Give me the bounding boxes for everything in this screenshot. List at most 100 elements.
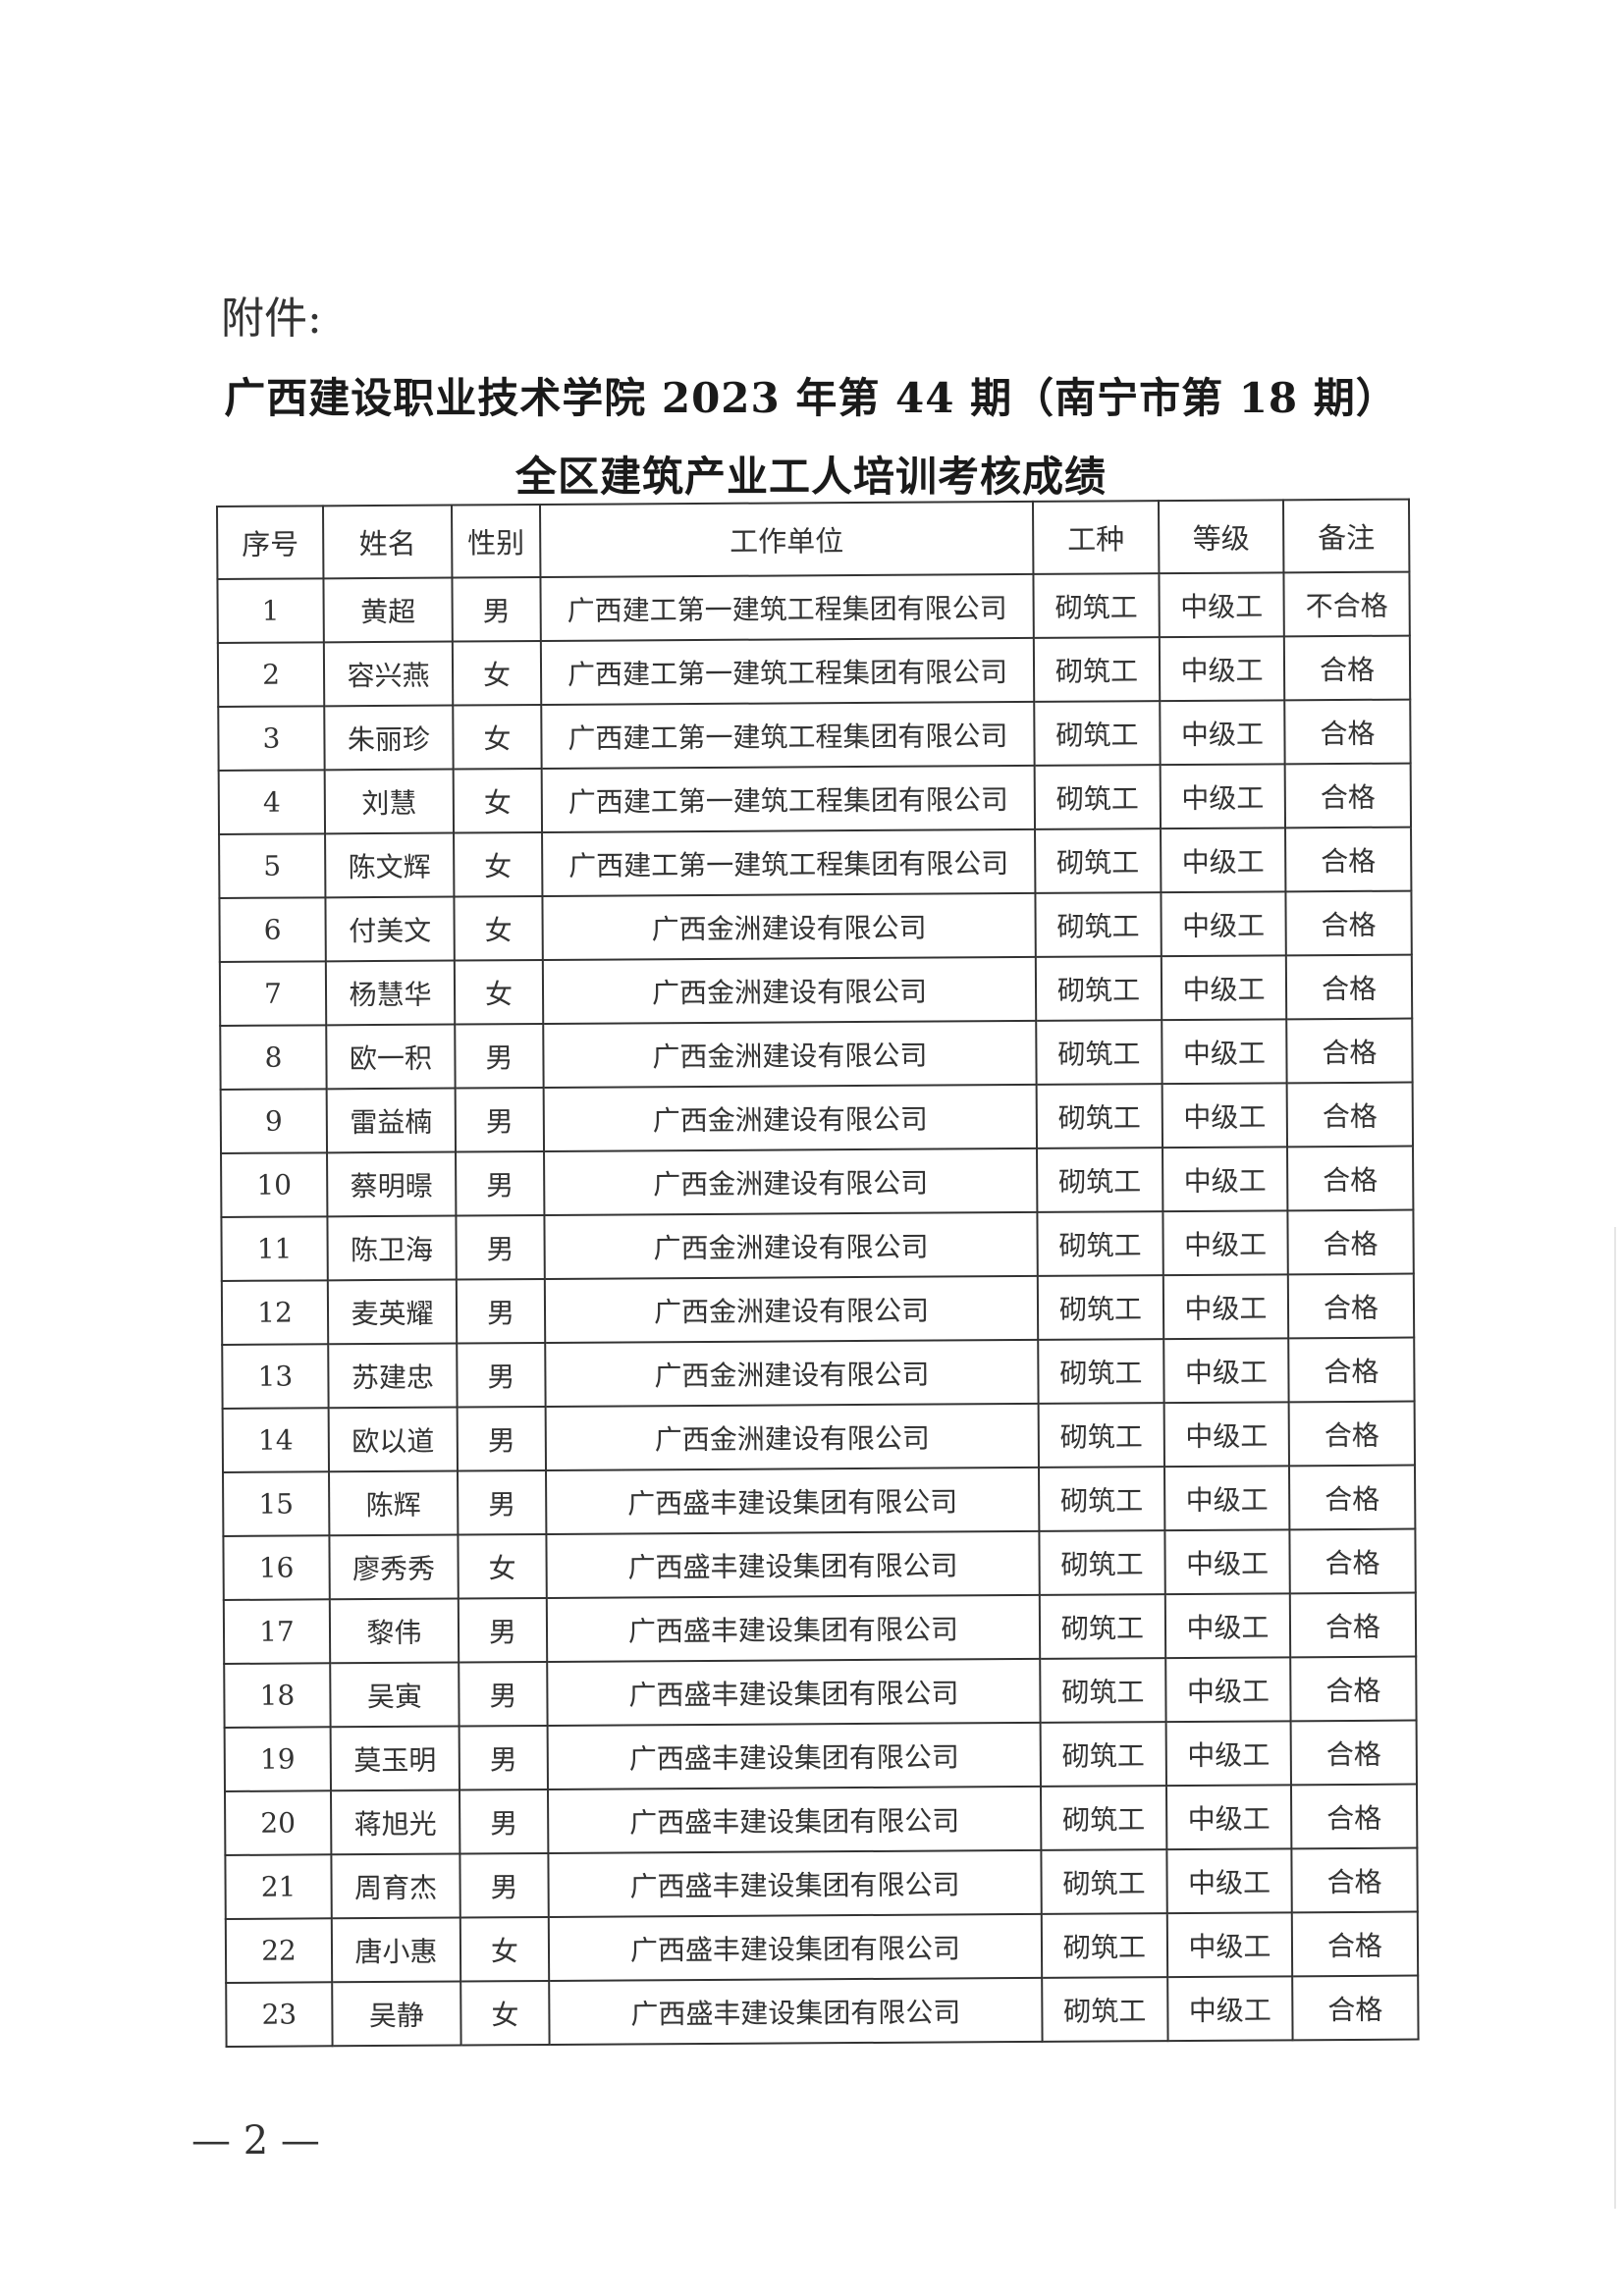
cell-remark: 合格 xyxy=(1288,1465,1416,1530)
cell-remark: 合格 xyxy=(1291,1847,1418,1913)
cell-level: 中级工 xyxy=(1163,1466,1290,1531)
table-row: 3 朱丽珍女广西建工第一建筑工程集团有限公司 砌筑工 中级工 合格 xyxy=(218,699,1411,771)
cell-level: 中级工 xyxy=(1162,1147,1288,1212)
cell-index: 3 xyxy=(218,706,325,771)
table-row: 15 陈辉男广西盛丰建设集团有限公司 砌筑工 中级工 合格 xyxy=(223,1465,1416,1536)
cell-index: 20 xyxy=(225,1790,332,1855)
cell-gender: 男 xyxy=(456,1278,546,1344)
cell-remark: 合格 xyxy=(1288,1337,1415,1403)
cell-remark: 合格 xyxy=(1287,1273,1415,1339)
cell-index: 23 xyxy=(226,1982,333,2047)
header-gender: 性别 xyxy=(452,504,541,578)
cell-remark: 合格 xyxy=(1286,1082,1414,1148)
cell-name: 廖秀秀 xyxy=(329,1534,459,1600)
table-row: 14 欧以道男广西金洲建设有限公司 砌筑工 中级工 合格 xyxy=(222,1401,1415,1472)
cell-name: 容兴燕 xyxy=(323,641,454,707)
cell-gender: 男 xyxy=(459,1661,548,1727)
cell-employer: 广西金洲建设有限公司 xyxy=(543,1084,1038,1151)
cell-remark: 合格 xyxy=(1288,1401,1415,1467)
cell-gender: 女 xyxy=(458,1533,547,1599)
cell-level: 中级工 xyxy=(1164,1529,1290,1595)
cell-gender: 男 xyxy=(460,1852,549,1918)
cell-level: 中级工 xyxy=(1165,1657,1291,1723)
cell-name: 吴寅 xyxy=(330,1662,460,1728)
header-trade: 工种 xyxy=(1032,501,1160,574)
cell-remark: 合格 xyxy=(1286,1018,1413,1084)
document-title-line2: 全区建筑产业工人培训考核成绩 xyxy=(514,453,1107,501)
cell-employer: 广西盛丰建设集团有限公司 xyxy=(547,1722,1041,1789)
cell-index: 1 xyxy=(217,578,324,643)
cell-trade: 砌筑工 xyxy=(1039,1530,1165,1595)
cell-level: 中级工 xyxy=(1160,764,1286,829)
cell-name: 欧以道 xyxy=(328,1407,459,1472)
cell-employer: 广西盛丰建设集团有限公司 xyxy=(546,1467,1040,1534)
cell-remark: 合格 xyxy=(1290,1720,1417,1786)
cell-name: 苏建忠 xyxy=(328,1343,458,1409)
cell-index: 12 xyxy=(221,1280,329,1345)
table-row: 8 欧一积男广西金洲建设有限公司 砌筑工 中级工 合格 xyxy=(220,1018,1413,1090)
cell-name: 刘慧 xyxy=(324,769,455,834)
cell-index: 22 xyxy=(225,1918,333,1983)
table-row: 20 蒋旭光男广西盛丰建设集团有限公司 砌筑工 中级工 合格 xyxy=(225,1784,1418,1855)
page-number: — 2 — xyxy=(191,2118,320,2163)
cell-gender: 女 xyxy=(453,768,543,833)
cell-gender: 男 xyxy=(458,1597,548,1663)
cell-level: 中级工 xyxy=(1159,636,1285,702)
header-name: 姓名 xyxy=(323,505,453,579)
cell-trade: 砌筑工 xyxy=(1040,1786,1167,1850)
cell-name: 陈卫海 xyxy=(327,1215,457,1281)
cell-index: 7 xyxy=(219,961,327,1026)
cell-name: 唐小惠 xyxy=(331,1917,461,1983)
cell-index: 2 xyxy=(217,642,325,707)
header-level: 等级 xyxy=(1158,500,1284,574)
cell-trade: 砌筑工 xyxy=(1035,892,1162,957)
cell-trade: 砌筑工 xyxy=(1038,1403,1164,1468)
table-row: 10 蔡明暻男广西金洲建设有限公司 砌筑工 中级工 合格 xyxy=(221,1146,1414,1217)
cell-gender: 女 xyxy=(454,895,543,961)
cell-gender: 男 xyxy=(458,1469,547,1535)
cell-index: 16 xyxy=(223,1535,330,1600)
cell-level: 中级工 xyxy=(1161,828,1286,893)
cell-employer: 广西建工第一建筑工程集团有限公司 xyxy=(541,701,1035,769)
table-row: 19 莫玉明男广西盛丰建设集团有限公司 砌筑工 中级工 合格 xyxy=(224,1720,1417,1791)
cell-trade: 砌筑工 xyxy=(1034,701,1161,766)
cell-trade: 砌筑工 xyxy=(1037,1148,1163,1212)
table-body: 1 黄超男广西建工第一建筑工程集团有限公司 砌筑工 中级工 不合格 2 容兴燕女广西建工第一… xyxy=(217,571,1419,2047)
cell-gender: 男 xyxy=(459,1725,548,1790)
cell-gender: 男 xyxy=(455,1087,545,1152)
cell-trade: 砌筑工 xyxy=(1039,1467,1165,1531)
cell-level: 中级工 xyxy=(1163,1338,1289,1404)
cell-name: 蔡明暻 xyxy=(327,1151,457,1217)
cell-remark: 合格 xyxy=(1289,1528,1416,1594)
cell-trade: 砌筑工 xyxy=(1037,1275,1164,1340)
cell-trade: 砌筑工 xyxy=(1036,1020,1162,1085)
cell-employer: 广西建工第一建筑工程集团有限公司 xyxy=(541,765,1036,832)
cell-remark: 合格 xyxy=(1285,827,1412,892)
cell-level: 中级工 xyxy=(1159,572,1284,638)
cell-index: 14 xyxy=(222,1408,330,1472)
cell-level: 中级工 xyxy=(1161,891,1286,957)
cell-employer: 广西金洲建设有限公司 xyxy=(542,892,1036,960)
cell-level: 中级工 xyxy=(1164,1593,1291,1659)
attachment-label: 附件: xyxy=(221,294,322,344)
table-row: 2 容兴燕女广西建工第一建筑工程集团有限公司 砌筑工 中级工 合格 xyxy=(217,635,1411,707)
cell-employer: 广西建工第一建筑工程集团有限公司 xyxy=(540,573,1034,641)
cell-index: 6 xyxy=(219,897,326,962)
table-row: 11 陈卫海男广西金洲建设有限公司 砌筑工 中级工 合格 xyxy=(221,1209,1414,1281)
cell-employer: 广西建工第一建筑工程集团有限公司 xyxy=(542,828,1036,896)
cell-gender: 女 xyxy=(453,704,542,770)
cell-index: 18 xyxy=(224,1663,331,1728)
cell-name: 黎伟 xyxy=(329,1598,460,1664)
cell-trade: 砌筑工 xyxy=(1040,1722,1166,1787)
cell-index: 8 xyxy=(220,1025,327,1090)
cell-index: 4 xyxy=(218,770,326,834)
table-header-row: 序号 姓名 性别 工作单位 工种 等级 备注 xyxy=(217,499,1410,579)
cell-index: 9 xyxy=(220,1089,328,1153)
cell-remark: 不合格 xyxy=(1283,571,1410,637)
table-row: 4 刘慧女广西建工第一建筑工程集团有限公司 砌筑工 中级工 合格 xyxy=(218,763,1412,834)
cell-remark: 合格 xyxy=(1285,890,1412,956)
cell-level: 中级工 xyxy=(1162,1019,1287,1085)
cell-gender: 男 xyxy=(459,1789,549,1854)
cell-employer: 广西金洲建设有限公司 xyxy=(544,1275,1039,1343)
cell-gender: 男 xyxy=(455,1023,544,1089)
